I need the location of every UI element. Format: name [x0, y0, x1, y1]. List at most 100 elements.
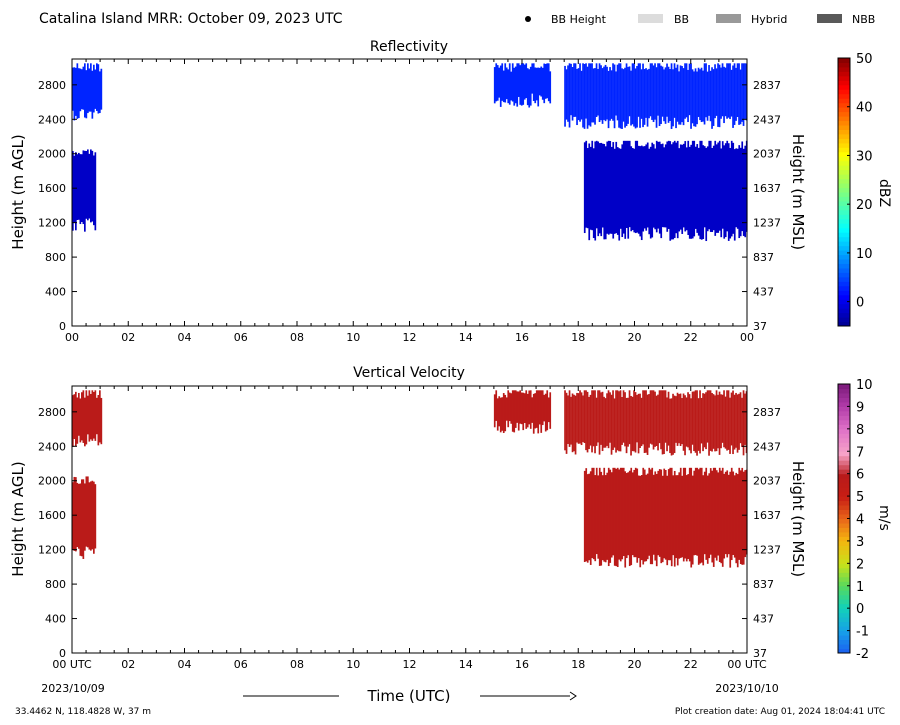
- echo-column: [88, 390, 91, 442]
- echo-column: [501, 63, 504, 101]
- echo-column: [714, 64, 716, 119]
- echo-column: [588, 396, 590, 450]
- echo-column: [516, 63, 519, 107]
- echo-column: [100, 397, 103, 445]
- echo-column: [643, 69, 646, 125]
- colorbar-segment: [838, 397, 850, 403]
- echo-column: [643, 390, 646, 453]
- echo-column: [580, 392, 583, 446]
- echo-column: [544, 63, 547, 99]
- colorbar-tick-label: 6: [856, 468, 864, 483]
- echo-column: [510, 393, 513, 424]
- x-tick-label: 10: [346, 331, 360, 344]
- vertical-velocity-title: Vertical Velocity: [353, 365, 465, 381]
- echo-column: [742, 148, 745, 236]
- reflectivity-ylabel: Height (m AGL): [9, 134, 27, 249]
- echo-column: [633, 469, 636, 558]
- colorbar-segment: [838, 133, 850, 139]
- echo-column: [583, 470, 586, 563]
- echo-column: [694, 146, 697, 229]
- echo-column: [723, 473, 726, 559]
- echo-column: [654, 148, 657, 230]
- colorbar-segment: [838, 276, 850, 282]
- colorbar-segment: [838, 648, 850, 654]
- echo-column: [90, 63, 92, 112]
- echo-column: [79, 154, 82, 225]
- echo-column: [703, 146, 706, 228]
- echo-column: [634, 140, 637, 234]
- echo-column: [93, 155, 95, 226]
- y-tick-label-right: 1637: [753, 182, 781, 195]
- echo-column: [739, 392, 742, 444]
- echo-column: [516, 391, 519, 423]
- echo-column: [589, 394, 592, 446]
- echo-column: [708, 65, 710, 116]
- echo-column: [721, 394, 724, 443]
- colorbar-segment: [838, 527, 850, 533]
- echo-column: [88, 153, 91, 219]
- legend: BB Height BB Hybrid NBB: [525, 13, 875, 26]
- echo-column: [495, 63, 498, 102]
- colorbar-segment: [838, 415, 850, 421]
- echo-column: [84, 63, 86, 118]
- echo-column: [667, 66, 670, 123]
- echo-column: [645, 68, 647, 118]
- echo-column: [639, 475, 642, 568]
- echo-column: [585, 140, 588, 228]
- echo-column: [597, 390, 599, 443]
- colorbar-segment: [838, 644, 850, 650]
- echo-column: [678, 71, 680, 125]
- echo-column: [690, 398, 692, 454]
- echo-column: [651, 63, 653, 120]
- echo-column: [630, 146, 633, 232]
- colorbar-segment: [838, 308, 850, 314]
- echo-column: [604, 475, 607, 563]
- echo-column: [589, 471, 592, 565]
- echo-column: [684, 141, 687, 232]
- echo-column: [595, 397, 598, 446]
- x-tick-label: 16: [515, 331, 529, 344]
- echo-column: [730, 392, 733, 446]
- echo-column: [570, 63, 572, 116]
- echo-column: [709, 140, 712, 232]
- echo-column: [711, 470, 714, 563]
- colorbar-segment: [838, 227, 850, 233]
- colorbar-segment: [838, 617, 850, 623]
- echo-column: [625, 140, 628, 229]
- echo-column: [693, 140, 696, 237]
- echo-column: [715, 470, 718, 561]
- echo-column: [712, 69, 715, 126]
- echo-column: [681, 66, 683, 123]
- echo-column: [685, 63, 688, 118]
- echo-column: [627, 66, 629, 124]
- echo-column: [676, 475, 679, 566]
- echo-column: [609, 392, 611, 443]
- echo-column: [715, 144, 718, 233]
- colorbar-segment: [838, 384, 850, 389]
- echo-column: [645, 144, 648, 231]
- echo-column: [531, 397, 534, 423]
- echo-column: [679, 144, 682, 230]
- echo-column: [637, 63, 640, 117]
- echo-column: [498, 396, 501, 427]
- echo-column: [634, 68, 637, 129]
- echo-column: [75, 152, 77, 231]
- echo-column: [586, 148, 589, 229]
- echo-column: [76, 63, 79, 119]
- echo-column: [663, 147, 666, 228]
- echo-column: [565, 69, 568, 120]
- echo-column: [709, 468, 712, 555]
- echo-column: [640, 475, 643, 561]
- x-tick-label: 16: [515, 658, 529, 671]
- colorbar-segment: [838, 603, 850, 609]
- echo-column: [738, 145, 741, 239]
- echo-column: [91, 480, 94, 550]
- colorbar-segment: [838, 299, 850, 305]
- echo-column: [613, 148, 616, 234]
- echo-column: [670, 467, 673, 567]
- colorbar-tick-label: 10: [856, 378, 873, 393]
- colorbar-segment: [838, 608, 850, 614]
- echo-column: [532, 63, 535, 101]
- echo-column: [585, 390, 587, 451]
- colorbar-segment: [838, 478, 850, 484]
